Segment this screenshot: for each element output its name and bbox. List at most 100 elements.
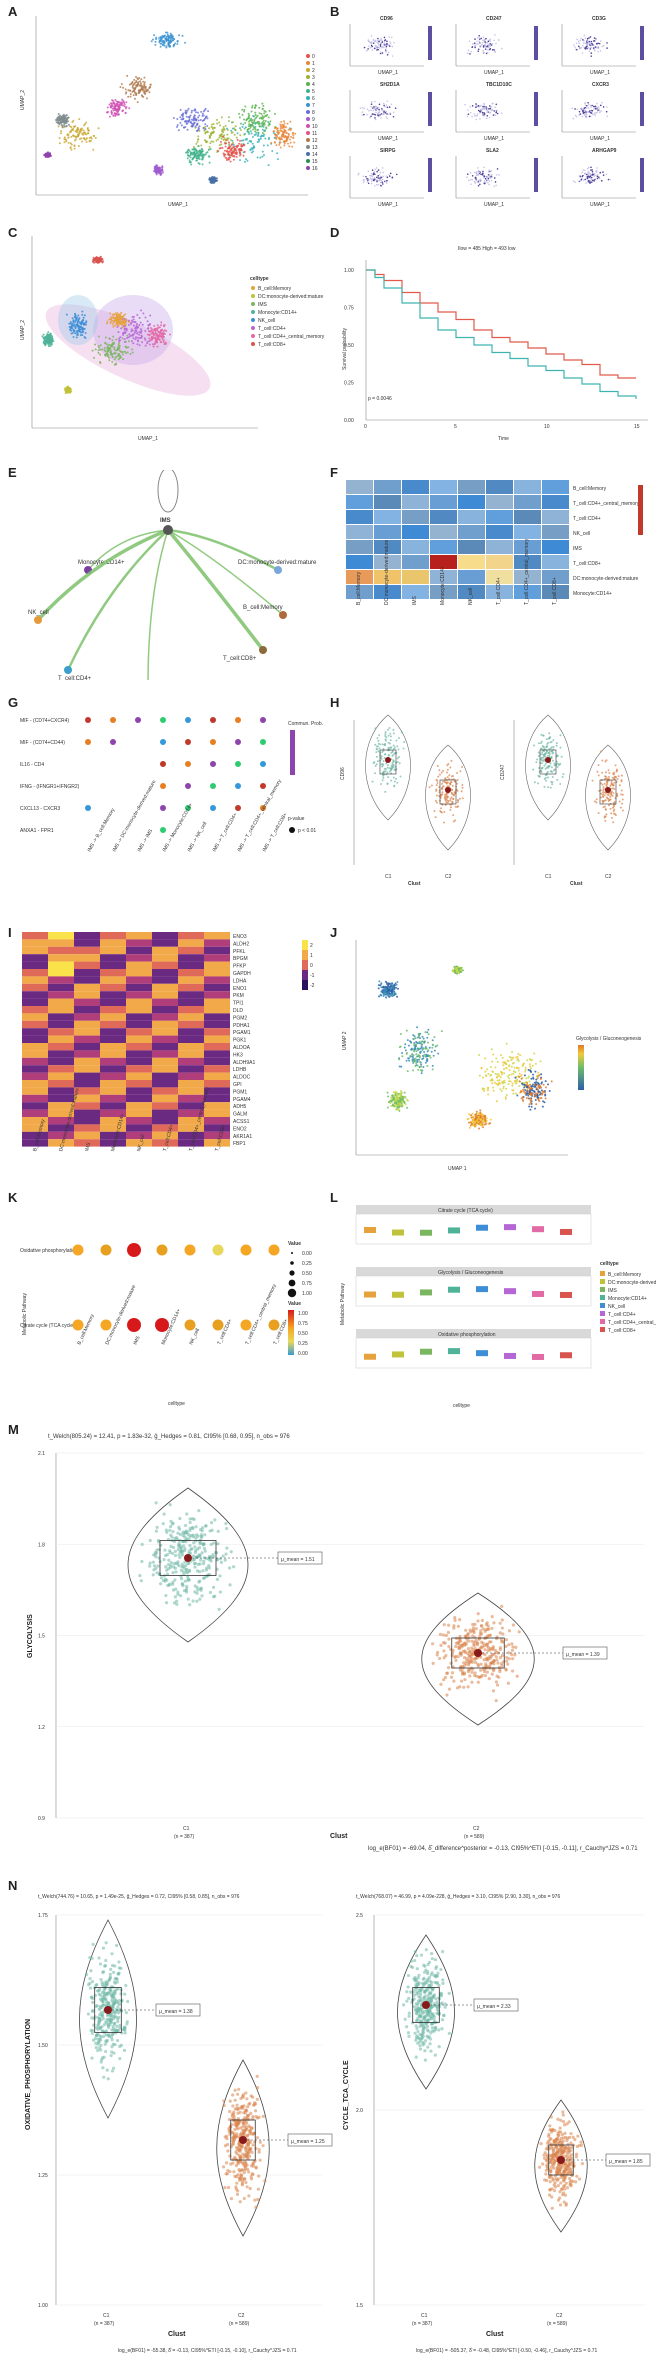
group-label: C2 <box>473 1826 480 1832</box>
a-legend-label: 6 <box>312 96 315 102</box>
a-legend-label: 2 <box>312 68 315 74</box>
i-cell <box>178 954 204 962</box>
g-row-label: IFNG - (IFNGR1+IFNGR2) <box>20 784 80 790</box>
i-cell <box>100 1109 126 1117</box>
k-size-label: 0.25 <box>302 1261 312 1267</box>
b-gene-title: SLA2 <box>486 148 499 154</box>
i-gene-label: GAPDH <box>233 971 251 977</box>
c-legend-dot <box>251 334 255 338</box>
y-tick: 2.0 <box>356 2108 363 2114</box>
group-n: (n = 387) <box>412 2321 432 2327</box>
i-cell <box>74 1035 100 1043</box>
i-cell <box>152 1035 178 1043</box>
l-box <box>532 1353 544 1360</box>
a-legend-dot <box>306 75 310 79</box>
f-cell <box>402 525 429 539</box>
f-cell <box>486 525 513 539</box>
k-dot <box>184 1319 196 1331</box>
i-cell <box>126 983 152 992</box>
k-col-label: IMS <box>132 1335 141 1346</box>
i-cell <box>48 1057 74 1066</box>
i-cell <box>152 961 178 969</box>
i-cell <box>126 939 152 947</box>
i-cell <box>22 954 48 962</box>
i-cell <box>178 939 204 947</box>
i-cell <box>178 1006 204 1014</box>
i-cell <box>152 1117 178 1125</box>
i-cell <box>152 1028 178 1036</box>
i-cell <box>100 1035 126 1043</box>
l-legend-swatch <box>600 1279 605 1284</box>
k-size-dot <box>291 1252 293 1254</box>
f-cell <box>514 525 541 539</box>
l-legend-swatch <box>600 1295 605 1300</box>
panel-label-m: M <box>8 1422 19 1437</box>
g-row-label: MIF - (CD74+CD44) <box>20 740 65 746</box>
a-ylabel: UMAP_2 <box>20 90 26 110</box>
b-xlabel: UMAP_1 <box>590 136 610 142</box>
i-cell <box>204 1050 230 1058</box>
i-cell <box>204 1043 230 1051</box>
i-cell <box>178 1139 204 1147</box>
n-left-bayes: log_e(BF01) = -55.38, δ̂ = -0.13, CI95%^… <box>118 2348 297 2354</box>
l-box <box>420 1289 432 1296</box>
i-cell <box>152 983 178 992</box>
a-legend-label: 15 <box>312 159 318 165</box>
c-legend-label: DC:monocyte-derived:mature <box>258 294 324 300</box>
g-dot <box>235 739 241 745</box>
g-row-label: CXCL13 - CXCR3 <box>20 806 61 812</box>
d-ytick: 0.00 <box>344 418 354 424</box>
g-dot <box>185 805 191 811</box>
k-size-label: 0.50 <box>302 1271 312 1277</box>
h-group-label: C2 <box>445 874 452 880</box>
l-legend-label: NK_cell <box>608 1304 625 1310</box>
i-cell <box>48 1131 74 1140</box>
i-col-label: IMS <box>84 1141 92 1152</box>
i-cell <box>204 976 230 984</box>
f-cell <box>514 555 541 569</box>
g-dot <box>235 783 241 789</box>
d-xtick: 5 <box>454 424 457 430</box>
b-gene-title: CD247 <box>486 16 502 22</box>
i-cell <box>178 1050 204 1058</box>
f-cell <box>542 585 569 599</box>
e-node-label: T_cell:CD8+ <box>223 656 257 662</box>
g-legend2-item: p < 0.01 <box>298 828 316 834</box>
panel-l-boxplots: Citrate cycle (TCA cycle) Glycolysis / Gl… <box>340 1205 656 1409</box>
i-cell <box>22 1006 48 1014</box>
g-dot <box>160 805 166 811</box>
i-cell <box>204 1102 230 1110</box>
i-cell <box>100 1050 126 1058</box>
a-legend-label: 7 <box>312 103 315 109</box>
i-cell <box>74 1050 100 1058</box>
a-legend-dot <box>306 82 310 86</box>
i-cell <box>100 961 126 969</box>
i-cell <box>22 1102 48 1110</box>
f-cell <box>514 540 541 554</box>
k-xlabel: celltype <box>168 1401 185 1407</box>
panel-label-b: B <box>330 4 340 19</box>
g-dot <box>210 805 216 811</box>
h-mean <box>545 757 551 763</box>
i-cell <box>22 939 48 947</box>
a-legend-dot <box>306 61 310 65</box>
b-colorbar <box>640 158 644 192</box>
i-cell <box>100 1028 126 1036</box>
i-cell <box>100 1094 126 1103</box>
i-cell <box>74 1028 100 1036</box>
l-box <box>392 1291 404 1298</box>
c-legend-dot <box>251 318 255 322</box>
violin-outline <box>397 1934 455 2090</box>
f-cell <box>514 570 541 584</box>
b-gene-title: CXCR3 <box>592 82 609 88</box>
g-row-label: ANXA1 - FPR1 <box>20 828 54 834</box>
group-n: (n = 589) <box>547 2321 567 2327</box>
i-cell <box>74 1065 100 1073</box>
i-cell <box>178 946 204 955</box>
i-scale-swatch <box>302 970 308 980</box>
i-cell <box>48 1028 74 1036</box>
i-cell <box>152 932 178 940</box>
i-gene-label: ACSS1 <box>233 1119 250 1125</box>
i-cell <box>100 1013 126 1021</box>
i-cell <box>48 991 74 999</box>
